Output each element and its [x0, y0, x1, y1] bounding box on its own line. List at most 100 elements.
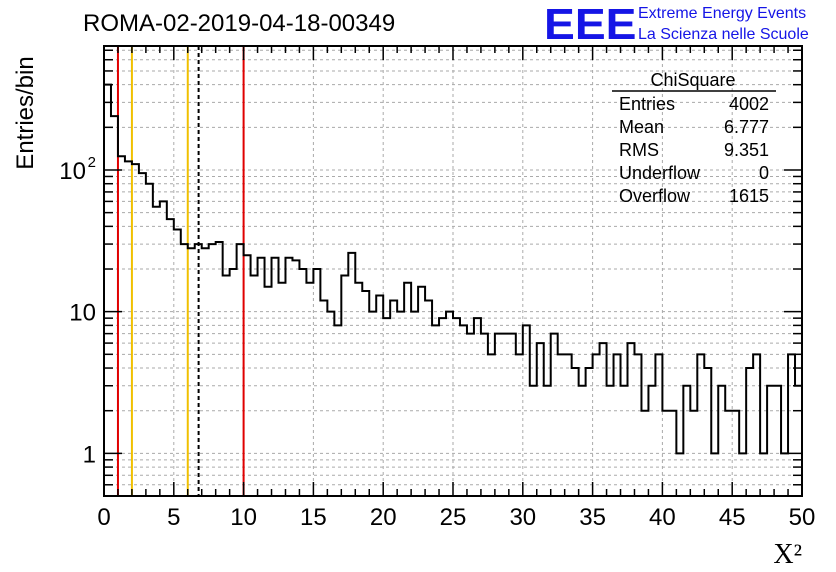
- histogram-bin: [362, 291, 369, 496]
- histogram-bin: [607, 386, 614, 496]
- x-tick-label: 45: [719, 504, 746, 531]
- histogram-bin: [669, 411, 676, 496]
- histogram-bin: [655, 354, 662, 496]
- histogram-bin: [502, 334, 509, 496]
- histogram-bin: [739, 453, 746, 496]
- histogram-bin: [369, 312, 376, 496]
- histogram-bin: [460, 325, 467, 496]
- histogram-bin: [397, 312, 404, 496]
- histogram-bin: [223, 275, 230, 496]
- x-tick-label: 35: [579, 504, 606, 531]
- histogram-bin: [732, 411, 739, 496]
- histogram-bin: [704, 368, 711, 496]
- histogram-bin: [251, 275, 258, 496]
- histogram-bin: [341, 275, 348, 496]
- histogram-bin: [621, 386, 628, 496]
- histogram-bin: [753, 354, 760, 496]
- histogram-bin: [285, 258, 292, 496]
- y-axis-label: Entries/bin: [12, 56, 39, 169]
- histogram-bin: [174, 230, 181, 496]
- histogram: [104, 83, 802, 496]
- histogram-bin: [202, 248, 209, 496]
- histogram-bin: [523, 325, 530, 496]
- x-tick-label: 25: [440, 504, 467, 531]
- histogram-bin: [579, 386, 586, 496]
- y-tick-label: 10: [59, 158, 86, 185]
- histogram-bin: [683, 386, 690, 496]
- histogram-bin: [390, 300, 397, 496]
- histogram-bin: [509, 334, 516, 496]
- y-tick-exponent: 2: [88, 154, 96, 171]
- histogram-bin: [292, 260, 299, 496]
- histogram-bin: [725, 411, 732, 496]
- histogram-bin: [411, 312, 418, 496]
- histogram-bin: [746, 368, 753, 496]
- histogram-bin: [299, 269, 306, 496]
- histogram-bin: [265, 287, 272, 496]
- histogram-bin: [313, 269, 320, 496]
- histogram-bin: [181, 244, 188, 496]
- logo-line-1: Extreme Energy Events: [638, 5, 807, 22]
- stats-box: ChiSquare Entries 4002 Mean 6.777 RMS 9.351 Un…: [612, 70, 776, 206]
- histogram-bin: [195, 244, 202, 496]
- histogram-bin: [697, 354, 704, 496]
- histogram-bin: [551, 334, 558, 496]
- histogram-bin: [104, 85, 111, 496]
- histogram-bin: [306, 283, 313, 496]
- histogram-bin: [432, 325, 439, 496]
- histogram-bin: [320, 300, 327, 496]
- histogram-bin: [453, 318, 460, 496]
- x-tick-label: 20: [370, 504, 397, 531]
- histogram-bin: [327, 312, 334, 496]
- histogram-bin: [258, 258, 265, 496]
- histogram-bin: [760, 453, 767, 496]
- histogram-bin: [376, 296, 383, 496]
- histogram-bin: [634, 354, 641, 496]
- histogram-bin: [718, 386, 725, 496]
- histogram-bin: [565, 354, 572, 496]
- histogram-bin: [160, 201, 167, 496]
- histogram-bin: [676, 453, 683, 496]
- histogram-bin: [383, 318, 390, 496]
- histogram-bin: [230, 269, 237, 496]
- x-tick-label: 40: [649, 504, 676, 531]
- histogram-bin: [488, 354, 495, 496]
- x-ticks: 0 5 10 15 20 25 30 35 40 45 50: [97, 46, 815, 531]
- histogram-bin: [125, 161, 132, 496]
- stats-value: 0: [759, 163, 769, 183]
- stats-label: Underflow: [619, 163, 701, 183]
- x-tick-label: 5: [167, 504, 180, 531]
- histogram-bin: [272, 258, 279, 496]
- histogram-bin: [572, 368, 579, 496]
- histogram-bin: [404, 283, 411, 496]
- stats-value: 6.777: [724, 117, 769, 137]
- histogram-bin: [146, 184, 153, 496]
- stats-value: 9.351: [724, 140, 769, 160]
- y-tick-label: 1: [83, 441, 96, 468]
- stats-value: 4002: [729, 94, 769, 114]
- histogram-bin: [153, 207, 160, 496]
- x-tick-label: 50: [789, 504, 816, 531]
- histogram-bin: [544, 386, 551, 496]
- histogram-bin: [355, 283, 362, 496]
- histogram-bin: [425, 300, 432, 496]
- x-tick-label: 10: [230, 504, 257, 531]
- histogram-bin: [628, 343, 635, 496]
- x-axis-label: X²: [773, 539, 802, 570]
- stats-label: Entries: [619, 94, 675, 114]
- histogram-bin: [209, 244, 216, 496]
- histogram-bin: [767, 386, 774, 496]
- histogram-bin: [537, 343, 544, 496]
- eee-logo: EEE: [544, 0, 637, 49]
- histogram-bin: [439, 318, 446, 496]
- histogram-bin: [600, 343, 607, 496]
- histogram-bin: [795, 386, 802, 496]
- chart-title: ROMA-02-2019-04-18-00349: [83, 10, 396, 37]
- x-tick-label: 0: [97, 504, 110, 531]
- histogram-bin: [111, 116, 118, 496]
- histogram-bin: [481, 334, 488, 496]
- x-tick-label: 30: [509, 504, 536, 531]
- histogram-bin: [279, 283, 286, 496]
- histogram-bin: [530, 386, 537, 496]
